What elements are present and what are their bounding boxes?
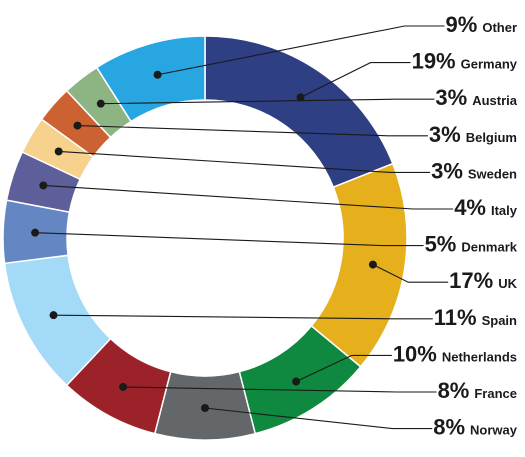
leader-line-spain (53, 314, 433, 320)
leader-dot-netherlands (292, 377, 301, 386)
label-italy: 4% Italy (454, 195, 518, 220)
label-spain: 11% Spain (434, 305, 517, 330)
label-pct-other: 9% (446, 12, 478, 37)
leader-dot-italy (39, 181, 48, 190)
leader-dot-austria (96, 99, 105, 108)
label-germany: 19% Germany (412, 49, 518, 74)
label-name-italy: Italy (491, 203, 518, 218)
label-netherlands: 10% Netherlands (393, 341, 517, 366)
leader-line-austria (100, 98, 435, 105)
label-name-germany: Germany (461, 57, 518, 72)
leader-dot-norway (201, 404, 209, 412)
slice-uk (310, 162, 408, 368)
label-name-other: Other (482, 20, 517, 35)
slice-other (95, 35, 206, 123)
label-name-sweden: Sweden (468, 166, 517, 181)
label-pct-norway: 8% (433, 415, 465, 440)
leader-line-france (123, 386, 437, 393)
label-name-netherlands: Netherlands (442, 349, 517, 364)
label-france: 8% France (438, 378, 517, 403)
label-denmark: 5% Denmark (425, 232, 518, 257)
leader-line-other (157, 25, 445, 76)
label-pct-germany: 19% (412, 49, 456, 74)
leader-dot-germany (296, 93, 305, 102)
label-name-denmark: Denmark (461, 240, 517, 255)
label-other: 9% Other (446, 12, 517, 37)
label-name-france: France (474, 386, 517, 401)
label-name-uk: UK (498, 276, 517, 291)
leader-line-norway (204, 407, 433, 430)
label-pct-denmark: 5% (425, 232, 457, 257)
label-name-belgium: Belgium (466, 130, 517, 145)
leader-line-uk (372, 264, 449, 283)
leader-dot-other (153, 70, 162, 79)
leader-lines (31, 25, 454, 430)
label-pct-uk: 17% (449, 268, 493, 293)
label-pct-sweden: 3% (431, 158, 463, 183)
label-pct-netherlands: 10% (393, 341, 437, 366)
leader-dot-denmark (31, 228, 40, 237)
label-pct-italy: 4% (454, 195, 486, 220)
leader-dot-sweden (54, 147, 63, 156)
label-uk: 17% UK (449, 268, 517, 293)
donut-slices (2, 35, 408, 441)
label-pct-spain: 11% (434, 305, 477, 330)
label-pct-france: 8% (438, 378, 470, 403)
label-sweden: 3% Sweden (431, 158, 517, 183)
label-pct-austria: 3% (435, 85, 467, 110)
label-pct-belgium: 3% (429, 122, 461, 147)
leader-line-netherlands (295, 354, 392, 383)
leader-line-italy (43, 184, 454, 210)
label-austria: 3% Austria (435, 85, 517, 110)
label-name-norway: Norway (470, 423, 518, 438)
leader-dot-spain (49, 311, 58, 320)
leader-line-denmark (35, 232, 424, 247)
slice-germany (204, 35, 394, 189)
label-norway: 8% Norway (433, 415, 518, 440)
leader-dot-france (119, 382, 128, 391)
leader-line-belgium (77, 125, 428, 137)
leader-line-germany (300, 62, 411, 98)
leader-dot-uk (368, 260, 377, 269)
label-name-spain: Spain (482, 313, 517, 328)
leader-line-sweden (58, 150, 431, 173)
leader-dot-belgium (73, 121, 82, 130)
label-belgium: 3% Belgium (429, 122, 517, 147)
label-name-austria: Austria (472, 93, 518, 108)
